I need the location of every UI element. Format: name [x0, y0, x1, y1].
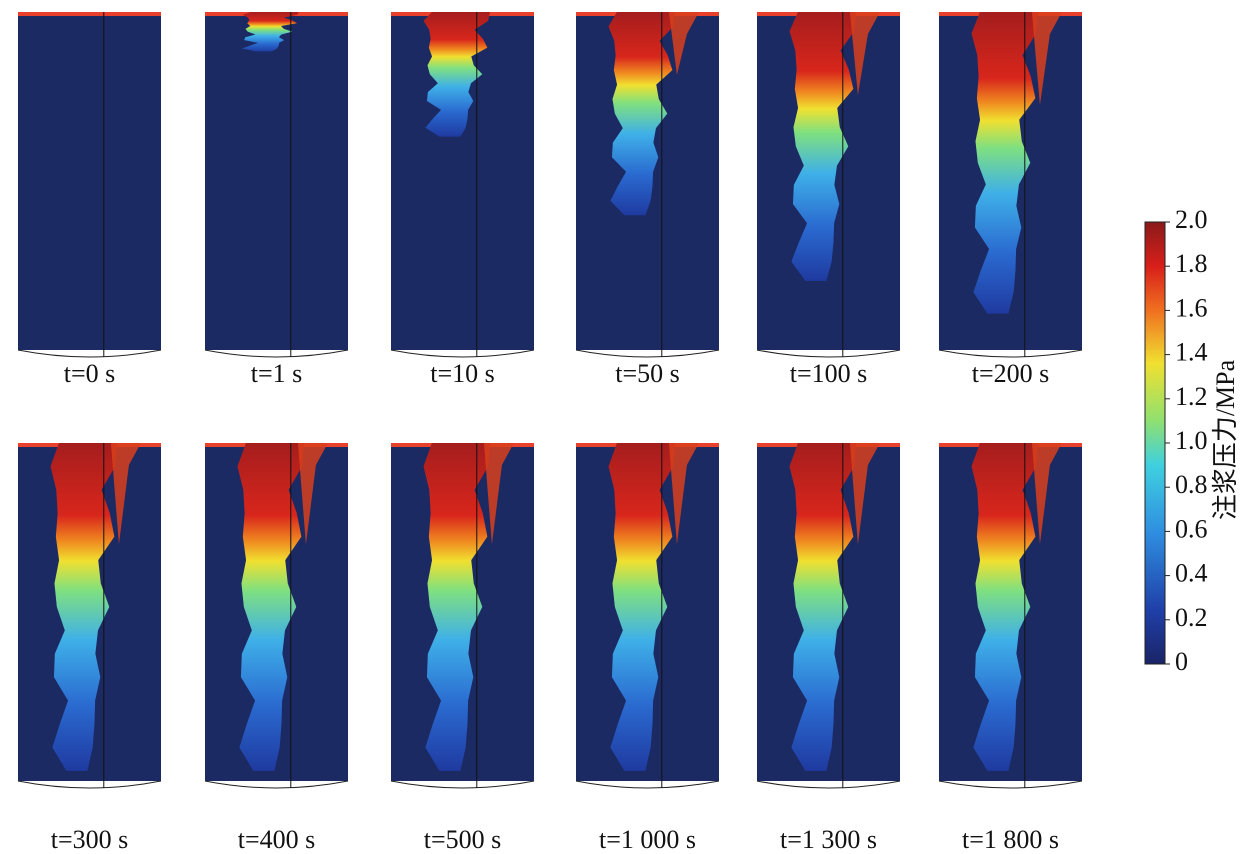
surface-layer — [18, 12, 161, 16]
domain — [18, 12, 161, 350]
plume-branch — [297, 443, 328, 545]
colorbar — [1144, 221, 1166, 665]
domain — [205, 12, 348, 350]
plume-branch — [668, 12, 699, 75]
colorbar-tick-label: 2.0 — [1175, 205, 1208, 234]
colorbar-tick-label: 1.0 — [1175, 426, 1208, 455]
plume-branch — [849, 12, 880, 96]
plume — [423, 443, 490, 771]
snapshot: t=400 s — [204, 443, 349, 854]
plume — [789, 12, 856, 281]
colorbar-tick-label: 0.4 — [1175, 559, 1208, 588]
colorbar-title: 注浆压力/MPa — [1211, 359, 1240, 520]
colorbar-tick-label: 0 — [1175, 647, 1188, 676]
domain-base — [390, 780, 535, 789]
time-label: t=1 300 s — [780, 825, 877, 854]
domain-base — [17, 349, 162, 358]
snapshot: t=10 s — [390, 12, 535, 388]
plume-branch — [668, 443, 699, 545]
time-label: t=50 s — [615, 359, 680, 388]
snapshot: t=1 800 s — [938, 443, 1083, 854]
snapshot: t=50 s — [575, 12, 720, 388]
colorbar-tick-label: 0.2 — [1175, 603, 1208, 632]
plume-branch — [849, 443, 880, 545]
snapshot: t=0 s — [17, 12, 162, 388]
colorbar-tick-label: 1.4 — [1175, 338, 1208, 367]
colorbar-tick-label: 1.2 — [1175, 382, 1208, 411]
snapshot: t=1 s — [204, 12, 349, 388]
time-label: t=1 s — [251, 359, 303, 388]
plume-branch — [1031, 12, 1062, 106]
domain-base — [756, 349, 901, 358]
time-label: t=300 s — [51, 825, 129, 854]
colorbar-tick-label: 0.8 — [1175, 470, 1208, 499]
plume — [50, 443, 117, 771]
plume — [423, 12, 490, 137]
domain-base — [204, 780, 349, 789]
plume-branch — [110, 443, 141, 545]
time-label: t=1 000 s — [599, 825, 696, 854]
time-label: t=200 s — [972, 359, 1050, 388]
domain-base — [575, 780, 720, 789]
time-label: t=1 800 s — [962, 825, 1059, 854]
time-label: t=0 s — [64, 359, 116, 388]
plume — [608, 12, 675, 216]
snapshot: t=100 s — [756, 12, 901, 388]
snapshot: t=300 s — [17, 443, 162, 854]
domain-base — [204, 349, 349, 358]
domain-base — [575, 349, 720, 358]
domain-base — [390, 349, 535, 358]
snapshot: t=1 000 s — [575, 443, 720, 854]
snapshot: t=200 s — [938, 12, 1083, 388]
time-label: t=500 s — [424, 825, 502, 854]
domain-base — [756, 780, 901, 789]
plume — [789, 443, 856, 771]
snapshot: t=1 300 s — [756, 443, 901, 854]
snapshot: t=500 s — [390, 443, 535, 854]
plume-branch — [1031, 443, 1062, 545]
colorbar-tick-label: 1.8 — [1175, 249, 1208, 278]
colorbar-tick-label: 1.6 — [1175, 293, 1208, 322]
time-label: t=400 s — [238, 825, 316, 854]
plume — [608, 443, 675, 771]
plume — [971, 12, 1038, 314]
plume — [241, 12, 299, 52]
domain-base — [17, 780, 162, 789]
plume — [971, 443, 1038, 771]
colorbar-tick-label: 0.6 — [1175, 514, 1208, 543]
domain-base — [938, 780, 1083, 789]
time-label: t=10 s — [430, 359, 495, 388]
plume-branch — [483, 443, 514, 545]
domain-base — [938, 349, 1083, 358]
plume — [237, 443, 304, 771]
time-label: t=100 s — [790, 359, 868, 388]
